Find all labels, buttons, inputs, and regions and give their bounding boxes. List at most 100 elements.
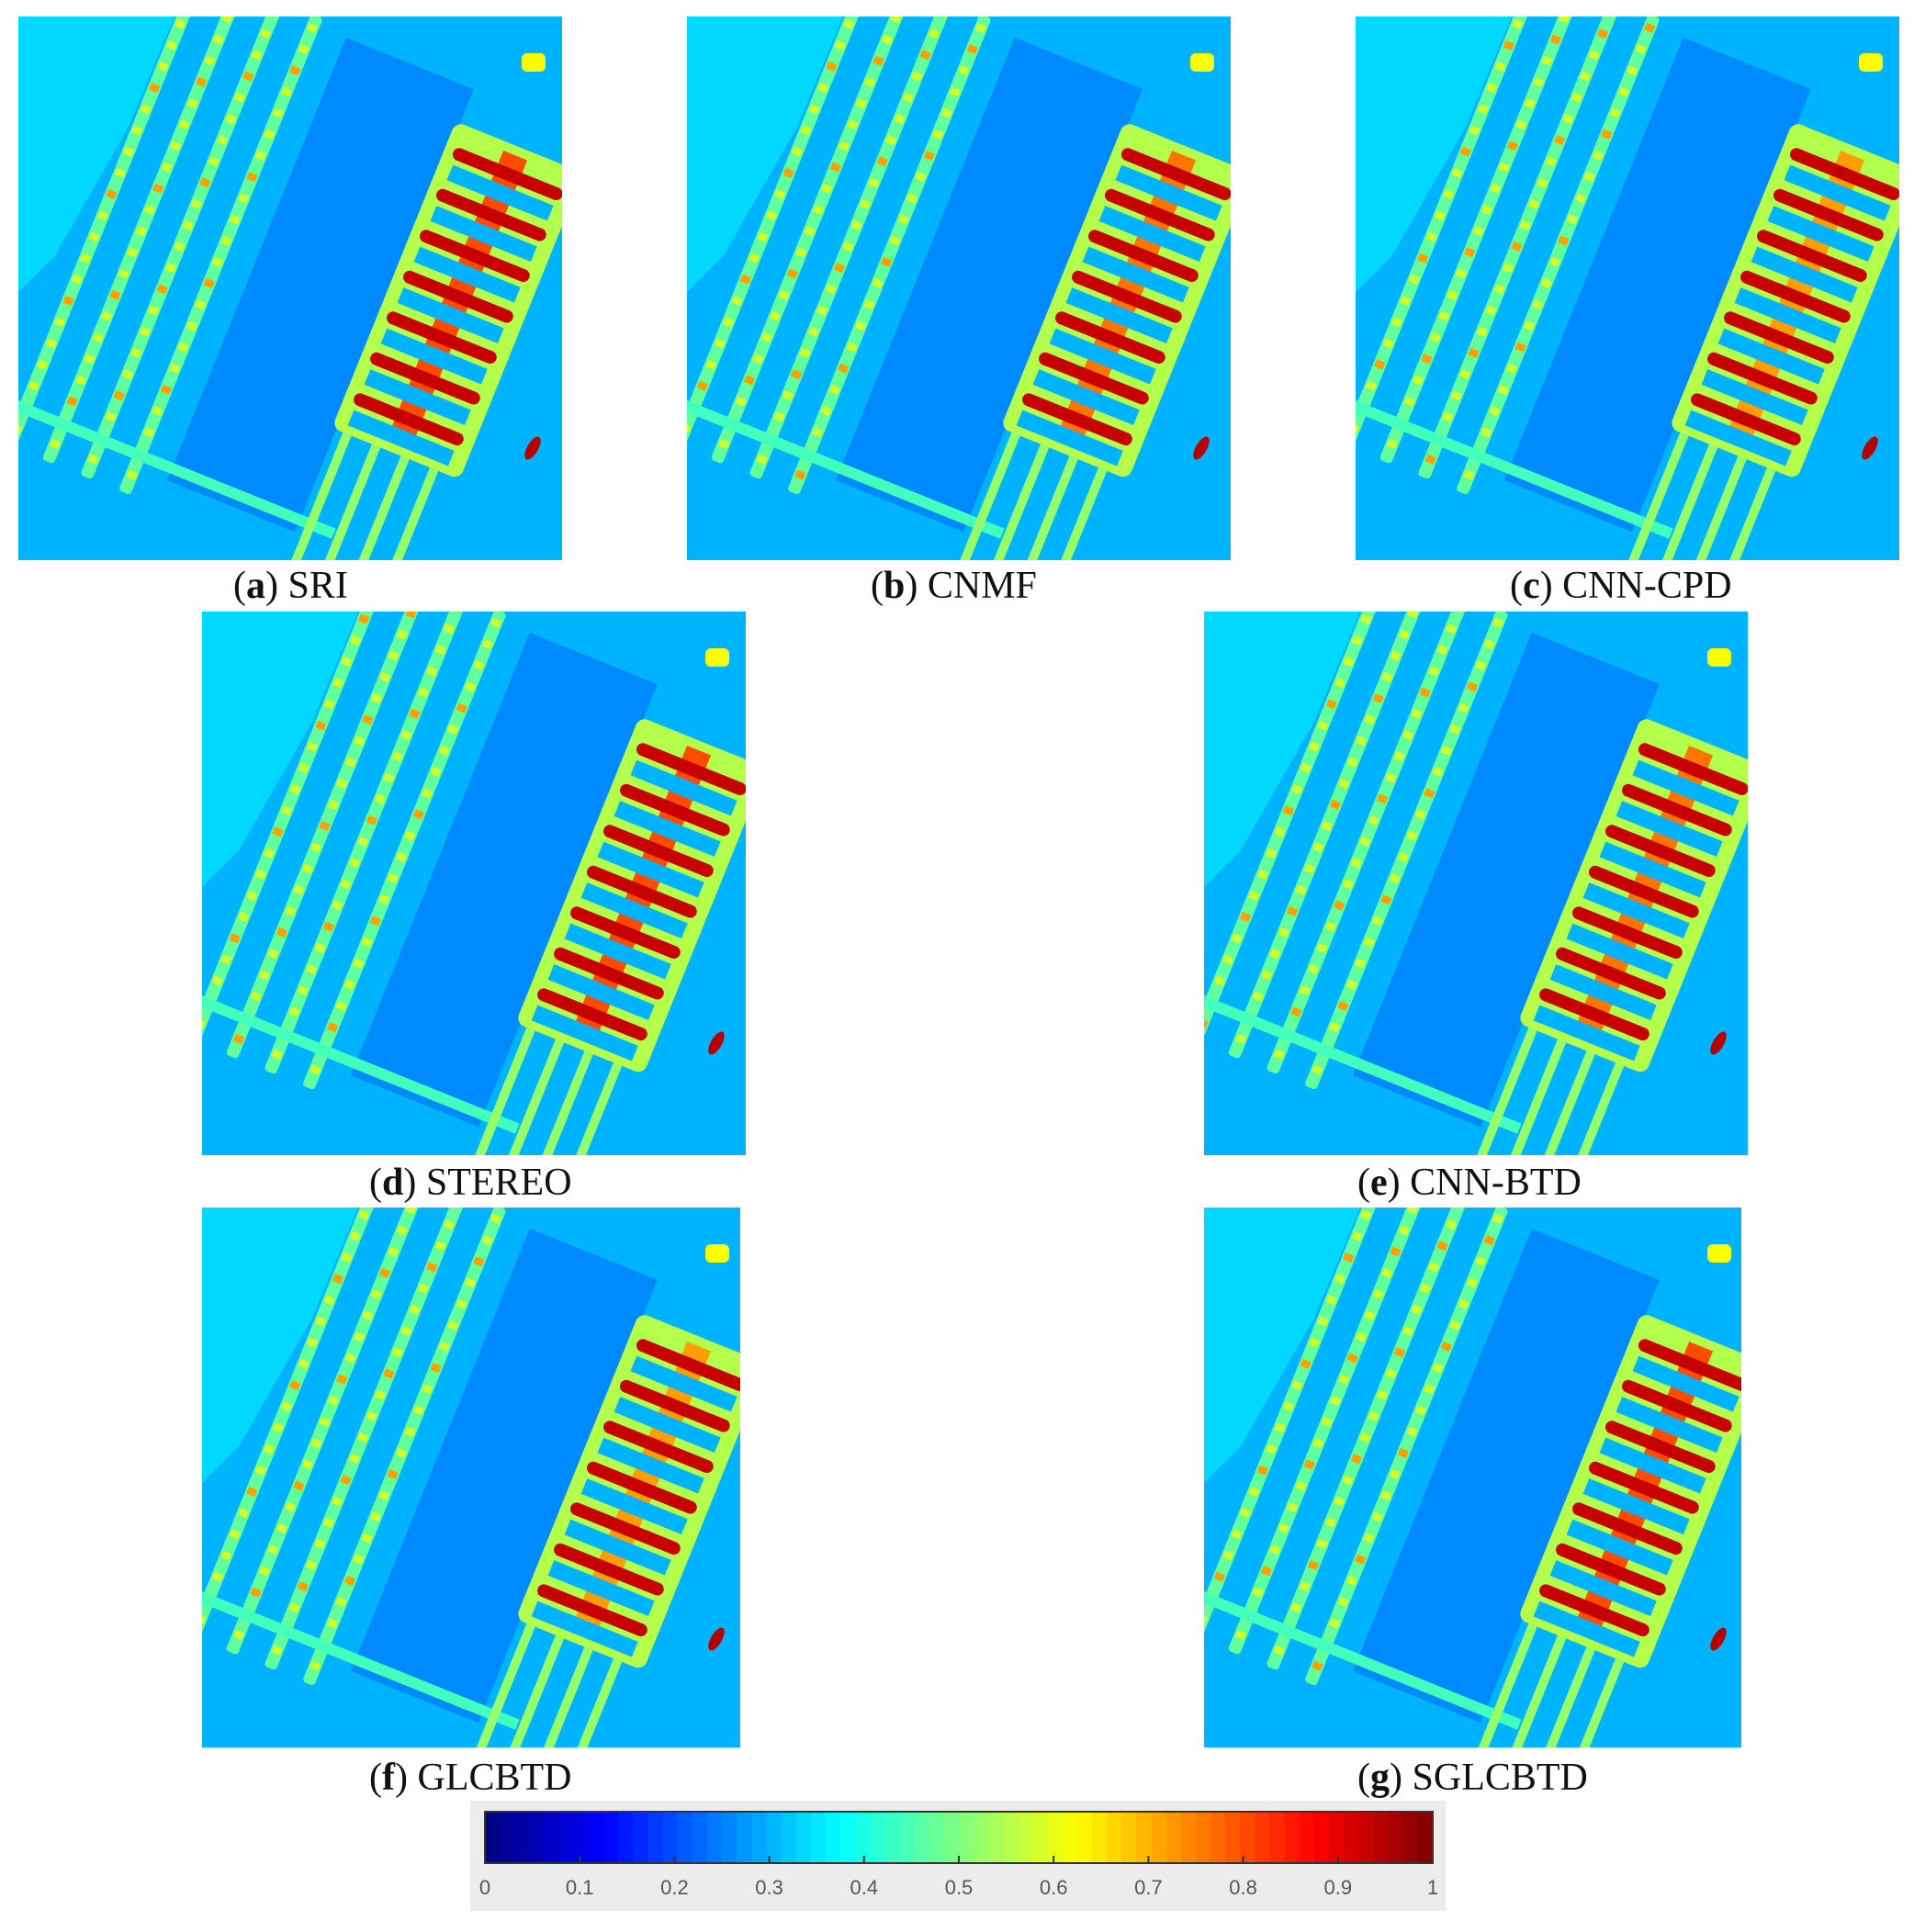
building-dot (1286, 905, 1299, 916)
hot-spot (1862, 436, 1878, 460)
structure-leg (1686, 455, 1747, 560)
hot-bar (370, 352, 480, 405)
building-dot (1424, 454, 1436, 465)
building-dot (395, 851, 408, 862)
building-dot (254, 150, 266, 161)
colorbar-step (706, 1812, 723, 1863)
building-dot (366, 814, 377, 826)
building-dot (1429, 331, 1441, 343)
field-region (1352, 632, 1660, 1128)
building-dot (1329, 1395, 1342, 1407)
building-dot (1312, 1660, 1323, 1671)
building-dot (1458, 1298, 1469, 1309)
road-segment (18, 390, 336, 539)
colorbar-step (988, 1812, 1004, 1863)
building-dot (834, 39, 846, 51)
building-dot (1548, 256, 1561, 267)
building-dot (264, 129, 276, 140)
colorbar-step (1047, 1812, 1064, 1863)
colorbar-step (1240, 1812, 1256, 1863)
gap-region (1582, 1478, 1690, 1535)
building-dot (233, 92, 245, 103)
building-dot (131, 125, 143, 136)
building-dot (1308, 1337, 1321, 1348)
gap-region (1032, 369, 1140, 426)
building-dot (735, 396, 747, 407)
building-dot (1300, 1358, 1312, 1369)
building-dot (1317, 1316, 1329, 1327)
building-dot (1519, 219, 1531, 230)
building-dot (1252, 1587, 1264, 1598)
building-dot (305, 1559, 318, 1571)
hot-bar (603, 825, 714, 878)
hot-bar (452, 148, 562, 201)
caption-stereo: (d) STEREO (369, 1162, 572, 1204)
colorbar-tick-label: 0.3 (755, 1876, 783, 1899)
building-dot (1537, 177, 1548, 188)
hot-bar (435, 188, 546, 242)
building-dot (1334, 1274, 1346, 1285)
building-dot (1419, 687, 1431, 698)
gap-region (1115, 164, 1222, 221)
building-dot (332, 1496, 343, 1507)
building-dot (293, 1480, 305, 1491)
building-dot (782, 167, 794, 178)
structure-leg (561, 1658, 623, 1747)
building-dot (1316, 942, 1328, 953)
building-dot (1643, 22, 1656, 33)
heatmap-graphic (202, 1208, 740, 1747)
building-dot (1248, 890, 1260, 902)
building-dot (391, 751, 403, 762)
building-dot (289, 1379, 301, 1391)
building-dot (259, 28, 272, 39)
building-dot (1411, 708, 1423, 719)
building-dot (1239, 912, 1252, 923)
building-dot (310, 1438, 322, 1449)
building-dot (872, 277, 884, 289)
building-dot (1459, 146, 1472, 157)
terrain-region (18, 17, 175, 292)
building-dot (464, 1277, 477, 1288)
building-dot (195, 299, 207, 310)
building-dot (280, 1401, 292, 1412)
building-dot (284, 1501, 297, 1512)
colorbar-step (884, 1812, 901, 1863)
building-dot (353, 1331, 366, 1342)
building-dot (165, 39, 177, 51)
colorbar-step (795, 1812, 812, 1863)
building-dot (374, 1389, 387, 1400)
gap-region (564, 923, 671, 980)
hot-bar (1556, 947, 1666, 1000)
building-dot (79, 253, 92, 264)
gap-region (580, 1478, 688, 1535)
building-dot (366, 1410, 377, 1421)
building-dot (109, 289, 121, 300)
building-dot (250, 1587, 262, 1598)
building-dot (1617, 86, 1630, 97)
heatmap-graphic (1356, 17, 1899, 560)
gap-region (1065, 287, 1173, 344)
colorbar-tick-label: 0.8 (1229, 1876, 1257, 1899)
building-dot (825, 284, 837, 295)
building-dot (322, 921, 334, 932)
building-dot (1213, 975, 1226, 986)
colorbar-ticks: 0 0.1 0.2 0.3 0.4 0.5 0.6 0.7 0.8 0.9 1 (479, 1856, 1438, 1899)
building-dot (396, 1225, 408, 1236)
building-dot (288, 1006, 300, 1017)
building-dot (1483, 1234, 1495, 1246)
gap-region (1533, 1005, 1640, 1061)
building-dot (1380, 1267, 1393, 1278)
building-dot (246, 1486, 258, 1498)
building-dot (229, 933, 241, 944)
building-dot (1363, 1533, 1375, 1544)
field-region (166, 37, 474, 533)
colorbar-step (603, 1812, 619, 1863)
building-dot (1527, 198, 1540, 209)
building-dot (357, 1432, 369, 1443)
building-dot (1342, 879, 1354, 890)
building-dot (1449, 724, 1461, 735)
hot-bar (1757, 230, 1867, 283)
building-dot (326, 1022, 339, 1033)
building-dot (816, 83, 829, 94)
colorbar-step (722, 1812, 737, 1863)
